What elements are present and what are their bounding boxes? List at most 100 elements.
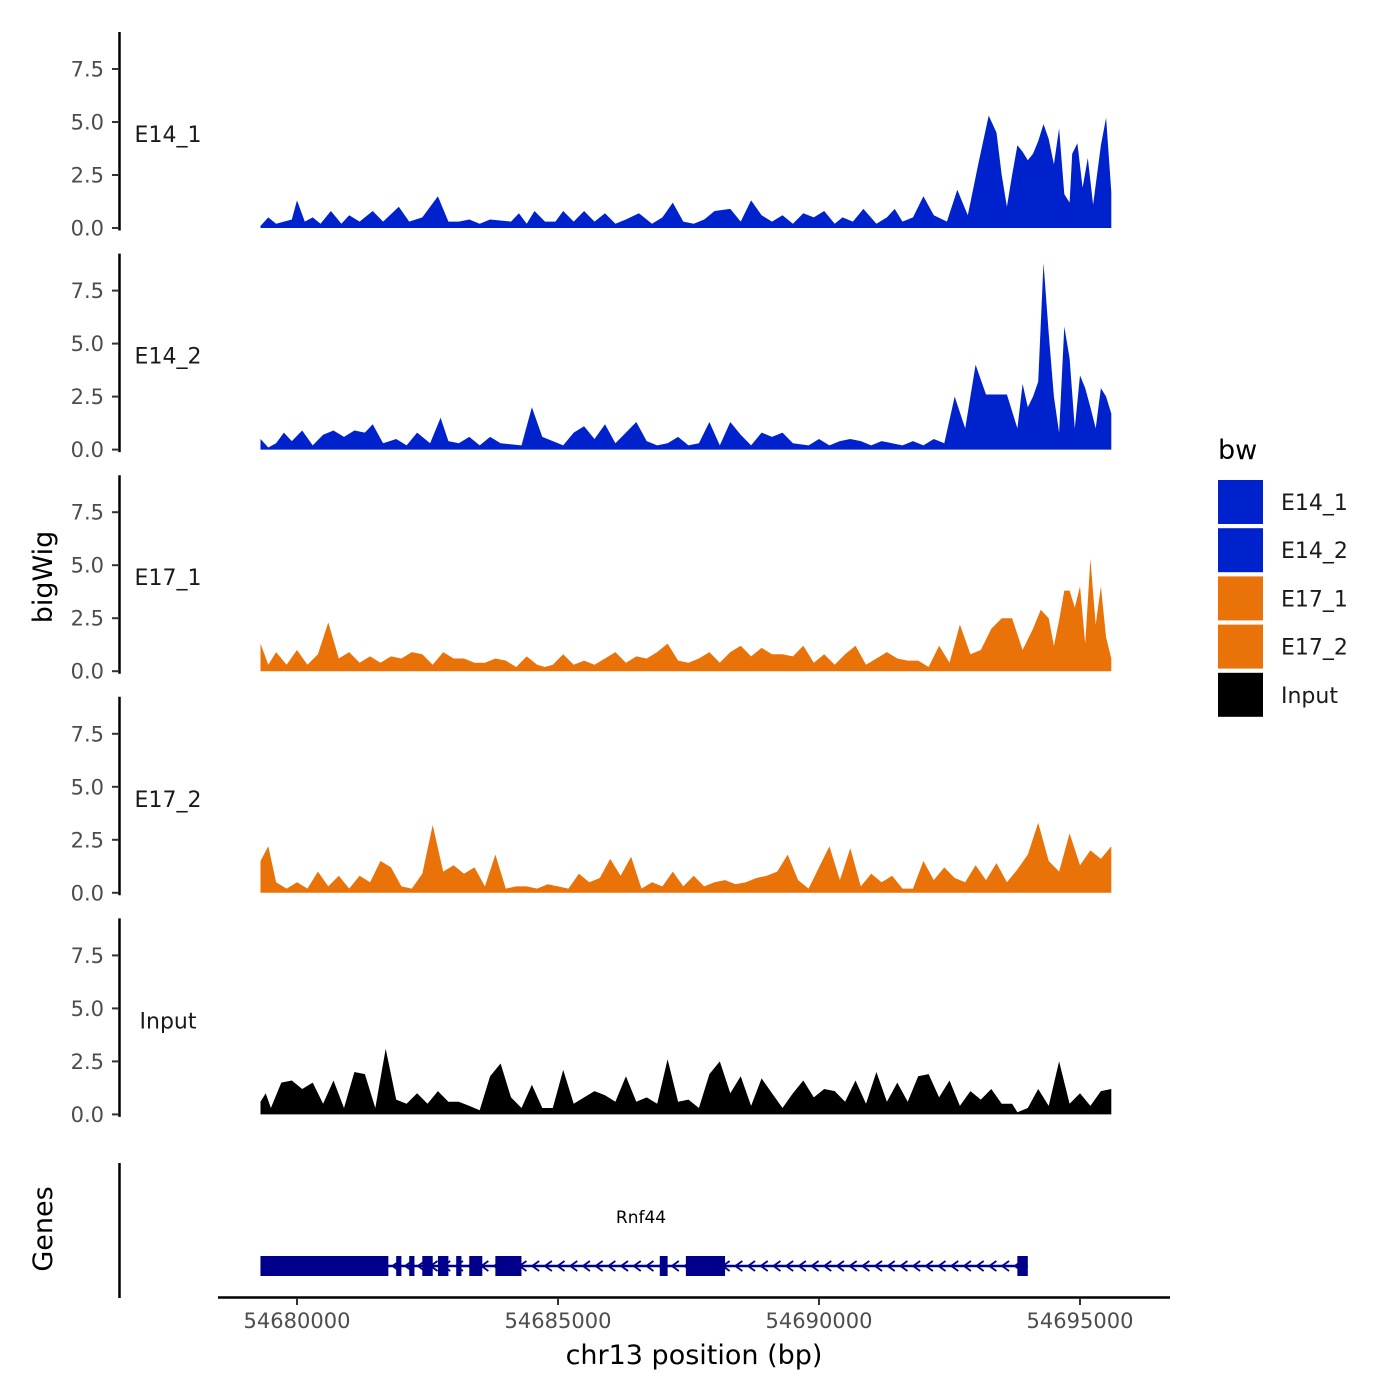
x-tick-label: 54690000 xyxy=(766,1309,873,1333)
track-panel-e17_2: 0.0 2.5 5.0 7.5 E17_2 xyxy=(71,696,1112,905)
y-tick-label: 2.5 xyxy=(71,828,104,852)
strand-arrow xyxy=(848,1260,858,1272)
strand-arrow xyxy=(797,1260,807,1272)
gene-exon xyxy=(409,1256,415,1276)
strand-arrow xyxy=(644,1260,654,1272)
strand-arrow xyxy=(759,1260,769,1272)
y-tick-label: 0.0 xyxy=(71,1103,104,1127)
gene-exon xyxy=(469,1256,483,1276)
strand-arrow xyxy=(784,1260,794,1272)
coverage-area-e14_1 xyxy=(260,115,1112,228)
track-label: E14_1 xyxy=(135,123,202,148)
gene-exon xyxy=(437,1256,449,1276)
legend-swatch-e14_2 xyxy=(1218,528,1263,573)
y-tick-label: 0.0 xyxy=(71,881,104,905)
coverage-area-e17_1 xyxy=(260,558,1112,672)
strand-arrow xyxy=(581,1260,591,1272)
track-panel-input: 0.0 2.5 5.0 7.5 Input xyxy=(71,918,1112,1127)
x-axis: 54680000 54685000 54690000 54695000 xyxy=(218,1296,1170,1333)
y-tick-label: 2.5 xyxy=(71,1050,104,1074)
gene-label: Rnf44 xyxy=(616,1208,666,1228)
y-tick-label: 0.0 xyxy=(71,217,104,241)
track-panels: 0.0 2.5 5.0 7.5 E14_1 0.0 2.5 5.0 7.5 E14_2 0.0 2.5… xyxy=(71,32,1112,1127)
strand-arrow xyxy=(733,1260,743,1272)
strand-arrow xyxy=(860,1260,870,1272)
strand-arrow xyxy=(568,1260,578,1272)
y-tick-label: 7.5 xyxy=(71,279,104,303)
strand-arrow xyxy=(886,1260,896,1272)
legend-title: bw xyxy=(1218,435,1257,466)
y-tick-label: 5.0 xyxy=(71,554,104,578)
track-label: E14_2 xyxy=(135,345,202,370)
genes-track: Rnf44 xyxy=(260,1208,1028,1276)
legend: bw E14_1 E14_2 E17_1 E17_2 Input xyxy=(1218,435,1348,717)
track-panel-e17_1: 0.0 2.5 5.0 7.5 E17_1 xyxy=(71,475,1112,684)
strand-arrow xyxy=(835,1260,845,1272)
strand-arrow xyxy=(987,1260,997,1272)
strand-arrow xyxy=(543,1260,553,1272)
legend-swatch-e14_1 xyxy=(1218,480,1263,524)
gene-exon xyxy=(659,1256,668,1276)
gene-exon xyxy=(685,1256,726,1276)
coverage-area-e17_2 xyxy=(260,822,1112,893)
track-label: Input xyxy=(140,1009,197,1034)
gene-exon xyxy=(260,1256,389,1276)
y-tick-label: 0.0 xyxy=(71,438,104,462)
legend-label: Input xyxy=(1281,684,1338,709)
y-axis-title: bigWig xyxy=(28,531,59,624)
strand-arrow xyxy=(1000,1260,1010,1272)
track-label: E17_1 xyxy=(135,566,202,591)
y-tick-label: 5.0 xyxy=(71,997,104,1021)
gene-exon xyxy=(1017,1256,1028,1276)
strand-arrow xyxy=(530,1260,540,1272)
y-tick-label: 2.5 xyxy=(71,164,104,188)
legend-label: E14_1 xyxy=(1281,491,1348,516)
y-tick-label: 7.5 xyxy=(71,58,104,82)
legend-swatch-e17_1 xyxy=(1218,576,1263,621)
strand-arrow xyxy=(975,1260,985,1272)
strand-arrow xyxy=(949,1260,959,1272)
strand-arrow xyxy=(606,1260,616,1272)
legend-swatch-input xyxy=(1218,672,1263,717)
gene-exon xyxy=(495,1256,522,1276)
strand-arrow xyxy=(670,1260,680,1272)
gene-exon xyxy=(422,1256,433,1276)
coverage-area-e14_2 xyxy=(260,263,1112,450)
gene-exon xyxy=(456,1256,462,1276)
x-tick-label: 54680000 xyxy=(244,1309,351,1333)
strand-arrow xyxy=(746,1260,756,1272)
strand-arrow xyxy=(619,1260,629,1272)
legend-label: E17_2 xyxy=(1281,636,1348,661)
strand-arrow xyxy=(822,1260,832,1272)
y-tick-label: 7.5 xyxy=(71,501,104,525)
legend-label: E14_2 xyxy=(1281,539,1348,564)
strand-arrow xyxy=(962,1260,972,1272)
coverage-area-input xyxy=(260,1048,1112,1115)
y-tick-label: 2.5 xyxy=(71,385,104,409)
strand-arrow xyxy=(937,1260,947,1272)
x-tick-label: 54695000 xyxy=(1027,1309,1134,1333)
strand-arrow xyxy=(556,1260,566,1272)
y-tick-label: 5.0 xyxy=(71,332,104,356)
strand-arrow xyxy=(898,1260,908,1272)
track-label: E17_2 xyxy=(135,788,202,813)
strand-arrow xyxy=(873,1260,883,1272)
x-axis-title: chr13 position (bp) xyxy=(566,1340,823,1371)
strand-arrow xyxy=(632,1260,642,1272)
strand-arrow xyxy=(911,1260,921,1272)
strand-arrow xyxy=(924,1260,934,1272)
track-panel-e14_2: 0.0 2.5 5.0 7.5 E14_2 xyxy=(71,253,1112,462)
y-tick-label: 5.0 xyxy=(71,111,104,135)
y-tick-label: 2.5 xyxy=(71,607,104,631)
y-tick-label: 0.0 xyxy=(71,660,104,684)
track-panel-e14_1: 0.0 2.5 5.0 7.5 E14_1 xyxy=(71,32,1112,241)
y-tick-label: 5.0 xyxy=(71,775,104,799)
strand-arrow xyxy=(594,1260,604,1272)
legend-label: E17_1 xyxy=(1281,587,1348,612)
x-tick-label: 54685000 xyxy=(505,1309,612,1333)
strand-arrow xyxy=(810,1260,820,1272)
gene-exon xyxy=(396,1256,402,1276)
legend-swatch-e17_2 xyxy=(1218,624,1263,669)
